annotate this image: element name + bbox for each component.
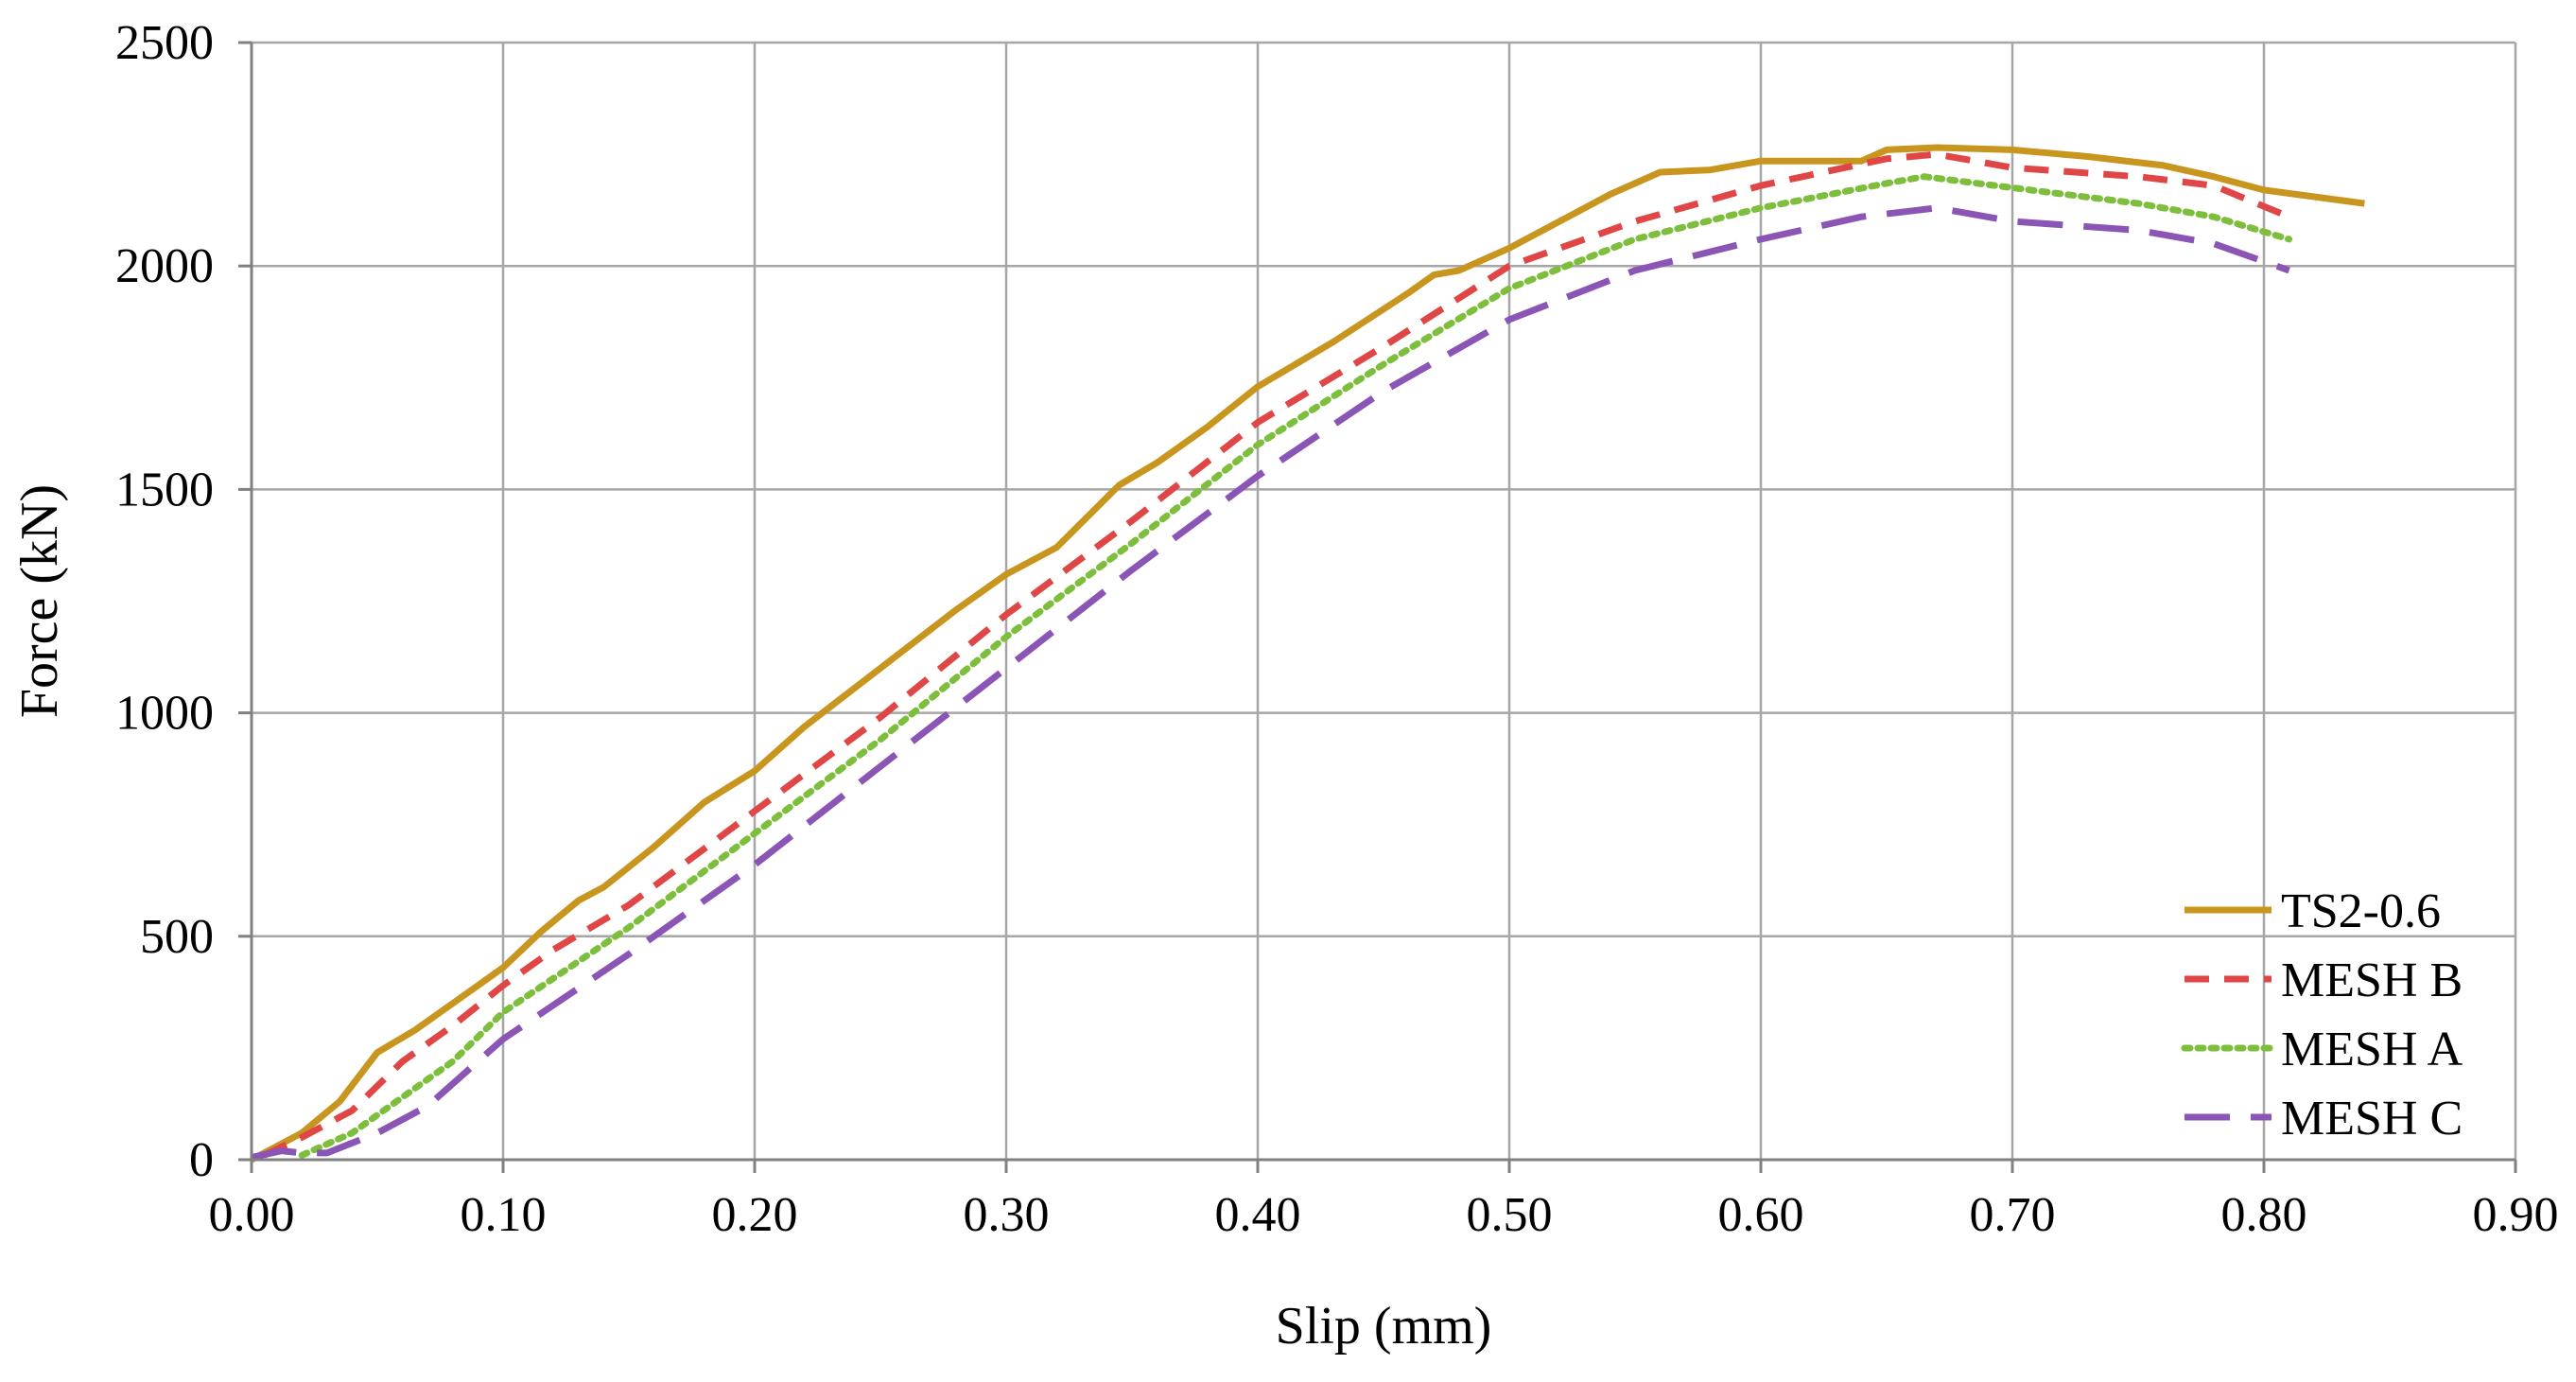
x-tick-label: 0.00 <box>209 1188 295 1242</box>
x-tick-label: 0.10 <box>461 1188 547 1242</box>
x-tick-label: 0.80 <box>2221 1188 2307 1242</box>
series-line-mesh-b <box>262 150 2290 1159</box>
y-tick-label: 1500 <box>115 463 214 516</box>
legend-label: TS2-0.6 <box>2281 884 2441 938</box>
series-group <box>250 144 2365 1163</box>
y-tick-label: 0 <box>189 1133 214 1187</box>
x-tick-label: 0.70 <box>1970 1188 2056 1242</box>
x-tick-label: 0.20 <box>712 1188 798 1242</box>
y-tick-label: 2500 <box>115 16 214 70</box>
grid <box>252 41 2517 1160</box>
legend-label: MESH C <box>2281 1092 2463 1146</box>
x-tick-label: 0.30 <box>964 1188 1050 1242</box>
y-axis-title: Force (kN) <box>10 484 69 718</box>
x-axis-title: Slip (mm) <box>1276 1297 1492 1356</box>
axes <box>238 41 2517 1173</box>
series-line-ts2-0-6 <box>250 144 2365 1163</box>
y-tick-label: 2000 <box>115 239 214 293</box>
tick-labels: 0.00 0.10 0.20 0.30 0.40 0.50 0.60 0.70 0.80 0.90… <box>115 16 2559 1242</box>
y-tick-label: 500 <box>140 910 214 964</box>
x-tick-label: 0.40 <box>1215 1188 1301 1242</box>
x-tick-label: 0.50 <box>1467 1188 1553 1242</box>
y-tick-label: 1000 <box>115 687 214 741</box>
legend-label: MESH B <box>2281 953 2463 1007</box>
x-tick-label: 0.60 <box>1718 1188 1804 1242</box>
legend-label: MESH A <box>2281 1023 2463 1076</box>
x-tick-label: 0.90 <box>2473 1188 2559 1242</box>
legend: TS2-0.6 MESH B MESH A MESH C <box>2181 884 2463 1146</box>
series-line-mesh-c <box>251 204 2290 1162</box>
series-line-mesh-a <box>298 173 2293 1159</box>
